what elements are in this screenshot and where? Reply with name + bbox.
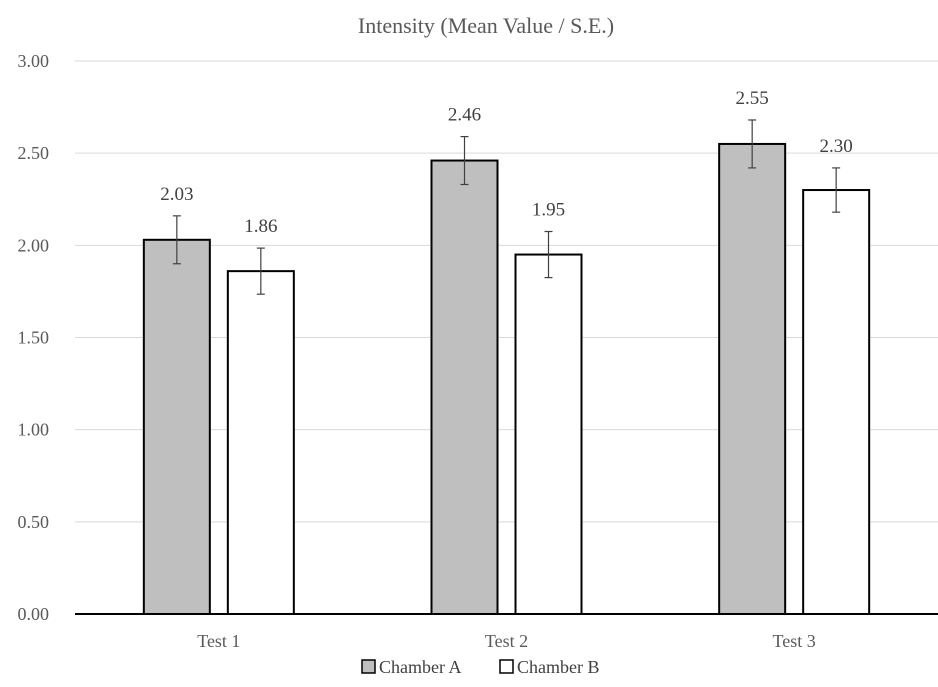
bar — [226, 270, 295, 615]
data-label: 2.46 — [448, 105, 481, 126]
data-label: 2.55 — [736, 88, 769, 109]
y-tick-label: 2.50 — [18, 143, 50, 163]
gridlines — [75, 60, 938, 523]
legend-label: Chamber A — [379, 657, 462, 677]
legend-swatch — [499, 659, 514, 674]
x-category-label: Test 1 — [197, 631, 240, 651]
y-axis-ticks: 0.00 0.50 1.00 1.50 2.00 2.50 3.00 — [18, 51, 50, 624]
data-label: 2.03 — [160, 184, 193, 205]
bar — [718, 142, 787, 615]
y-tick-label: 1.00 — [18, 420, 50, 440]
bar — [514, 253, 583, 616]
bar — [802, 189, 871, 616]
error-bars — [172, 119, 841, 295]
bar — [430, 159, 499, 615]
legend-swatch — [361, 659, 376, 674]
y-tick-label: 2.00 — [18, 235, 50, 255]
legend: Chamber A Chamber B — [361, 657, 600, 677]
data-label: 1.95 — [532, 200, 565, 221]
y-tick-label: 0.00 — [18, 604, 50, 624]
data-label: 2.30 — [820, 136, 853, 157]
data-labels: 2.03 1.86 2.46 1.95 2.55 2.30 — [160, 88, 853, 237]
chart-title: Intensity (Mean Value / S.E.) — [358, 13, 614, 38]
data-label: 1.86 — [244, 216, 277, 237]
x-category-label: Test 2 — [485, 631, 528, 651]
x-category-label: Test 3 — [773, 631, 816, 651]
y-tick-label: 3.00 — [18, 51, 50, 71]
y-tick-label: 0.50 — [18, 512, 50, 532]
x-axis-category-labels: Test 1 Test 2 Test 3 — [197, 631, 816, 651]
legend-label: Chamber B — [517, 657, 600, 677]
y-tick-label: 1.50 — [18, 328, 50, 348]
bars — [142, 142, 871, 616]
bar — [142, 238, 211, 615]
